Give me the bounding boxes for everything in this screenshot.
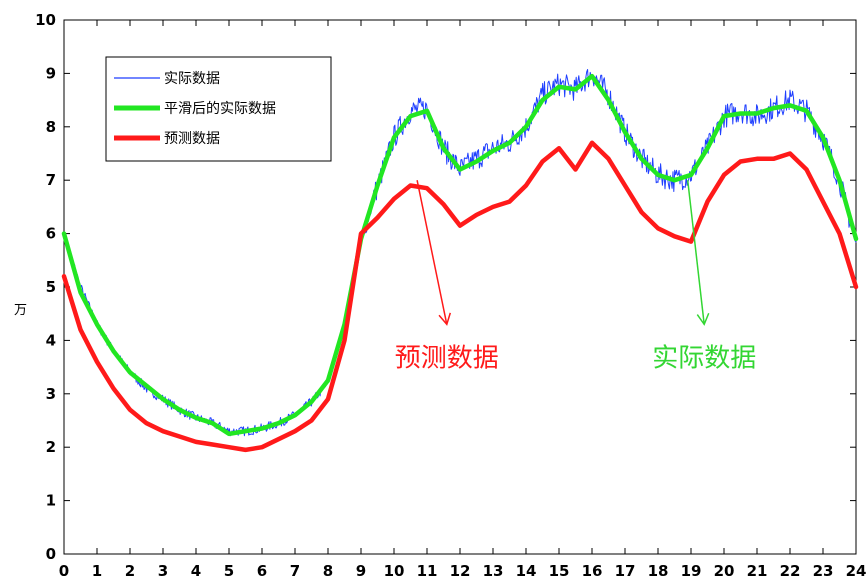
x-axis: 0 1 2 3 4 5 6 7 8 9 10 11 12 13 14 15 16 17 18 19 20 21 22 23 24 — [59, 20, 867, 580]
series-line-2 — [61, 140, 859, 453]
y-tick-label: 8 — [46, 118, 56, 136]
x-tick-label: 5 — [224, 562, 234, 580]
x-tick-label: 11 — [417, 562, 438, 580]
x-tick-label: 2 — [125, 562, 135, 580]
y-axis-label: 万 — [14, 303, 27, 318]
y-tick-label: 10 — [35, 11, 56, 29]
annotation-arrow-head-0 — [438, 312, 452, 326]
y-tick-label: 9 — [46, 64, 56, 82]
y-tick-label: 5 — [46, 278, 56, 296]
annotations: 预测数据 实际数据 — [395, 180, 756, 373]
x-tick-label: 12 — [450, 562, 471, 580]
x-tick-label: 19 — [681, 562, 702, 580]
x-tick-label: 0 — [59, 562, 69, 580]
series-layer — [61, 69, 859, 453]
legend-label-1: 平滑后的实际数据 — [164, 100, 276, 117]
x-tick-label: 4 — [191, 562, 201, 580]
y-tick-label: 3 — [46, 385, 56, 403]
y-axis: 0 1 2 3 4 5 6 7 8 9 10 — [35, 11, 856, 563]
annotation-arrow-head-1 — [696, 312, 710, 326]
y-tick-label: 0 — [46, 545, 56, 563]
x-tick-label: 8 — [323, 562, 333, 580]
annotation-label-0: 预测数据 — [395, 343, 499, 373]
x-tick-label: 7 — [290, 562, 300, 580]
annotation-arrow-line-0 — [416, 180, 448, 325]
annotation-arrow-line-1 — [686, 180, 705, 325]
x-tick-label: 15 — [549, 562, 570, 580]
x-tick-label: 24 — [846, 562, 867, 580]
x-tick-label: 18 — [648, 562, 669, 580]
x-tick-label: 21 — [747, 562, 768, 580]
x-tick-label: 14 — [516, 562, 537, 580]
y-tick-label: 6 — [46, 225, 56, 243]
x-tick-label: 6 — [257, 562, 267, 580]
series-line-0 — [63, 69, 857, 437]
y-tick-label: 7 — [46, 171, 56, 189]
x-tick-label: 16 — [582, 562, 603, 580]
x-tick-label: 9 — [356, 562, 366, 580]
x-tick-label: 3 — [158, 562, 168, 580]
legend-label-2: 预测数据 — [164, 131, 220, 147]
y-tick-label: 1 — [46, 492, 56, 510]
x-tick-label: 10 — [384, 562, 405, 580]
legend-label-0: 实际数据 — [164, 71, 220, 87]
y-tick-label: 2 — [46, 438, 56, 456]
x-tick-label: 20 — [714, 562, 735, 580]
series-line-1 — [61, 73, 859, 437]
annotation-label-1: 实际数据 — [652, 343, 756, 373]
x-tick-label: 23 — [813, 562, 834, 580]
x-tick-label: 22 — [780, 562, 801, 580]
x-tick-label: 13 — [483, 562, 504, 580]
x-tick-label: 17 — [615, 562, 636, 580]
y-tick-label: 4 — [46, 331, 56, 349]
x-tick-label: 1 — [92, 562, 102, 580]
